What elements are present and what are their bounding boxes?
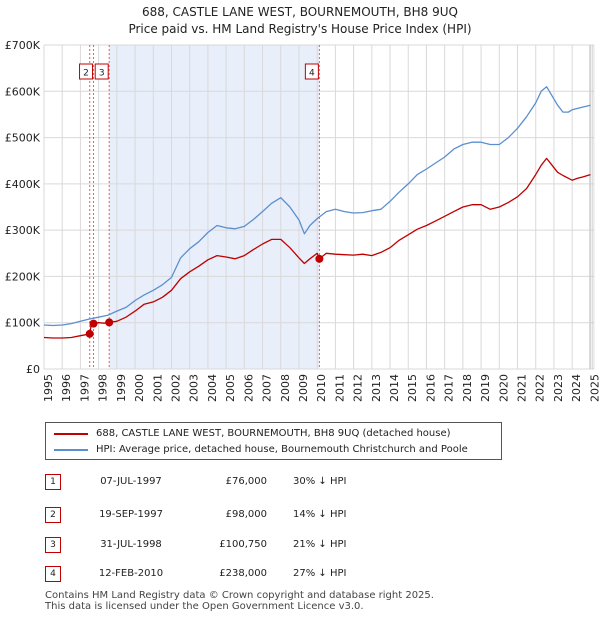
x-tick-label: 1996 [60,374,73,402]
x-tick-label: 2021 [516,374,529,402]
price-paid-line [43,157,591,339]
transaction-number-badge: 2 [45,507,61,523]
x-tick-label: 2001 [151,374,164,402]
transaction-date: 31-JUL-1998 [100,539,162,550]
x-tick-label: 2024 [570,374,583,402]
x-tick-label: 2023 [552,374,565,402]
x-tick-label: 1999 [115,374,128,402]
footer-attribution: Contains HM Land Registry data © Crown c… [45,590,434,612]
x-tick-label: 2007 [261,374,274,402]
chart-title: 688, CASTLE LANE WEST, BOURNEMOUTH, BH8 … [0,4,600,38]
x-tick-label: 2005 [224,374,237,402]
footer-line-1: Contains HM Land Registry data © Crown c… [45,590,434,601]
marker-box-label: 2 [83,69,89,79]
transaction-date: 07-JUL-1997 [100,476,162,487]
sale-point [85,329,94,338]
y-tick-label: £100K [5,317,41,330]
x-tick-label: 1998 [97,374,110,402]
transaction-date: 19-SEP-1997 [99,509,163,520]
y-tick-label: £200K [5,270,41,283]
sale-point [105,318,114,327]
chart-area: 2 3 4 £0 £100K £200K £300K £400K £500K £600K £700K… [5,39,600,402]
sale-point [315,254,324,263]
x-tick-label: 2022 [534,374,547,402]
x-tick-label: 2000 [133,374,146,402]
x-tick-label: 2003 [188,374,201,402]
x-tick-label: 2016 [424,374,437,402]
x-tick-label: 2020 [497,374,510,402]
sale-point [89,319,98,328]
transaction-number-badge: 3 [45,537,61,553]
x-tick-label: 2025 [588,374,600,402]
x-tick-label: 2010 [315,374,328,402]
y-tick-label: £400K [5,178,41,191]
y-tick-label: £600K [5,85,41,98]
transaction-price: £238,000 [219,568,267,579]
x-tick-label: 2009 [297,374,310,402]
marker-box-frame [79,63,94,80]
transaction-number-badge: 1 [45,474,61,490]
x-tick-label: 2012 [352,374,365,402]
marker-box-frame [304,63,319,80]
marker-label-box: 4 [304,63,319,80]
marker-label-box: 3 [94,63,109,80]
title-line-1: 688, CASTLE LANE WEST, BOURNEMOUTH, BH8 … [142,5,458,19]
hpi-line-swatch [54,449,88,451]
x-tick-label: 2013 [370,374,383,402]
transaction-number-badge: 4 [45,566,61,582]
y-tick-label: £0 [26,363,40,376]
x-tick-label: 2015 [406,374,419,402]
legend-label-hpi: HPI: Average price, detached house, Bour… [96,444,468,455]
transaction-hpi-diff: 21% ↓ HPI [293,539,347,550]
legend-label-price-paid: 688, CASTLE LANE WEST, BOURNEMOUTH, BH8 … [96,428,451,439]
y-tick-label: £300K [5,224,41,237]
x-tick-label: 1995 [42,374,55,402]
x-tick-label: 1997 [78,374,91,402]
y-tick-label: £700K [5,39,41,52]
footer-line-2: This data is licensed under the Open Gov… [45,601,364,612]
hpi-line [43,86,591,327]
transaction-price: £98,000 [225,509,267,520]
x-tick-label: 2014 [388,374,401,402]
transaction-price: £76,000 [225,476,267,487]
x-tick-label: 2017 [443,374,456,402]
x-tick-label: 2006 [242,374,255,402]
marker-box-frame [94,63,109,80]
y-tick-label: £500K [5,132,41,145]
x-tick-label: 2018 [461,374,474,402]
x-tick-label: 2002 [169,374,182,402]
x-tick-label: 2011 [333,374,346,402]
transaction-price: £100,750 [219,539,267,550]
transaction-hpi-diff: 30% ↓ HPI [293,476,347,487]
x-tick-label: 2004 [206,374,219,402]
x-tick-label: 2008 [279,374,292,402]
title-line-2: Price paid vs. HM Land Registry's House … [128,22,472,36]
shaded-period [109,45,320,369]
legend: 688, CASTLE LANE WEST, BOURNEMOUTH, BH8 … [45,422,502,460]
transaction-hpi-diff: 14% ↓ HPI [293,509,347,520]
marker-box-label: 4 [309,69,315,79]
transaction-date: 12-FEB-2010 [98,568,164,579]
transaction-hpi-diff: 27% ↓ HPI [293,568,347,579]
marker-label-box: 2 [79,63,94,80]
marker-box-label: 3 [99,69,105,79]
price-paid-line-swatch [54,433,88,435]
x-tick-label: 2019 [479,374,492,402]
